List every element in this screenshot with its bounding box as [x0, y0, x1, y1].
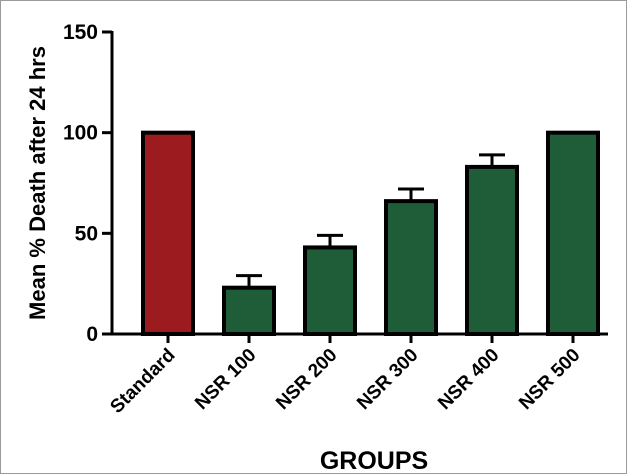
bar	[141, 130, 195, 336]
y-ticks: 0 50 100 150	[63, 21, 112, 346]
y-tick-label: 0	[86, 323, 98, 346]
bar	[303, 245, 357, 336]
bar	[465, 164, 519, 336]
y-tick-label: 150	[63, 21, 98, 44]
bar	[384, 199, 438, 336]
bar	[222, 285, 276, 336]
x-tick-label: NSR 100	[191, 345, 260, 414]
x-tick-labels: Standard NSR 100 NSR 200 NSR 300 NSR 400 NSR …	[106, 334, 585, 418]
x-tick-label: Standard	[106, 345, 179, 418]
bar	[546, 130, 600, 336]
x-tick-label: NSR 200	[272, 345, 341, 414]
y-axis-title: Mean % Death after 24 hrs	[25, 46, 50, 320]
error-bars	[236, 153, 505, 288]
x-axis-title: GROUPS	[320, 447, 428, 473]
x-tick-label: NSR 300	[353, 345, 422, 414]
y-tick-label: 100	[63, 122, 98, 145]
x-tick-label: NSR 400	[434, 345, 503, 414]
bars	[141, 130, 600, 336]
y-tick-label: 50	[75, 222, 98, 245]
x-tick-label: NSR 500	[515, 345, 584, 414]
